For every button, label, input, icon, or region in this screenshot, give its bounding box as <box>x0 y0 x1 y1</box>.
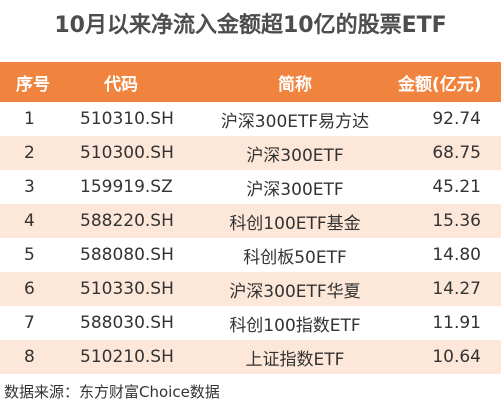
data-source-note: 数据来源：东方财富Choice数据 <box>4 383 220 401</box>
cell-rank: 7 <box>24 313 35 333</box>
cell-code: 510210.SH <box>80 347 174 367</box>
table-row: 2 510300.SH 沪深300ETF 68.75 <box>0 136 501 170</box>
table-row: 6 510330.SH 沪深300ETF华夏 14.27 <box>0 272 501 306</box>
cell-rank: 2 <box>24 143 35 163</box>
header-code: 代码 <box>104 74 138 95</box>
cell-name: 科创100指数ETF <box>229 315 361 336</box>
cell-rank: 4 <box>24 211 35 231</box>
cell-amount: 45.21 <box>432 177 481 197</box>
cell-name: 科创100ETF基金 <box>229 213 361 234</box>
cell-code: 588080.SH <box>80 245 174 265</box>
cell-code: 588030.SH <box>80 313 174 333</box>
etf-table: 序号 代码 简称 金额(亿元) 1 510310.SH 沪深300ETF易方达 … <box>0 62 501 374</box>
cell-code: 510310.SH <box>80 109 174 129</box>
cell-code: 510300.SH <box>80 143 174 163</box>
cell-code: 588220.SH <box>80 211 174 231</box>
cell-name: 沪深300ETF <box>246 145 344 166</box>
table-row: 1 510310.SH 沪深300ETF易方达 92.74 <box>0 102 501 136</box>
cell-rank: 1 <box>24 109 35 129</box>
table-row: 7 588030.SH 科创100指数ETF 11.91 <box>0 306 501 340</box>
cell-rank: 5 <box>24 245 35 265</box>
header-rank: 序号 <box>16 74 50 95</box>
table-row: 8 510210.SH 上证指数ETF 10.64 <box>0 340 501 374</box>
cell-code: 510330.SH <box>80 279 174 299</box>
cell-amount: 92.74 <box>432 109 481 129</box>
cell-name: 沪深300ETF华夏 <box>229 281 361 302</box>
table-header: 序号 代码 简称 金额(亿元) <box>0 62 501 102</box>
cell-amount: 14.27 <box>432 279 481 299</box>
cell-rank: 6 <box>24 279 35 299</box>
cell-rank: 8 <box>24 347 35 367</box>
cell-amount: 11.91 <box>432 313 481 333</box>
table-row: 3 159919.SZ 沪深300ETF 45.21 <box>0 170 501 204</box>
cell-rank: 3 <box>24 177 35 197</box>
cell-amount: 68.75 <box>432 143 481 163</box>
header-name: 简称 <box>278 74 312 95</box>
cell-name: 上证指数ETF <box>245 349 345 370</box>
header-amount: 金额(亿元) <box>398 74 482 95</box>
cell-amount: 15.36 <box>432 211 481 231</box>
cell-code: 159919.SZ <box>80 177 173 197</box>
table-row: 5 588080.SH 科创板50ETF 14.80 <box>0 238 501 272</box>
cell-amount: 10.64 <box>432 347 481 367</box>
cell-name: 科创板50ETF <box>243 247 347 268</box>
cell-name: 沪深300ETF <box>246 179 344 200</box>
cell-amount: 14.80 <box>432 245 481 265</box>
cell-name: 沪深300ETF易方达 <box>220 111 370 132</box>
table-row: 4 588220.SH 科创100ETF基金 15.36 <box>0 204 501 238</box>
page-title: 10月以来净流入金额超10亿的股票ETF <box>54 13 447 38</box>
